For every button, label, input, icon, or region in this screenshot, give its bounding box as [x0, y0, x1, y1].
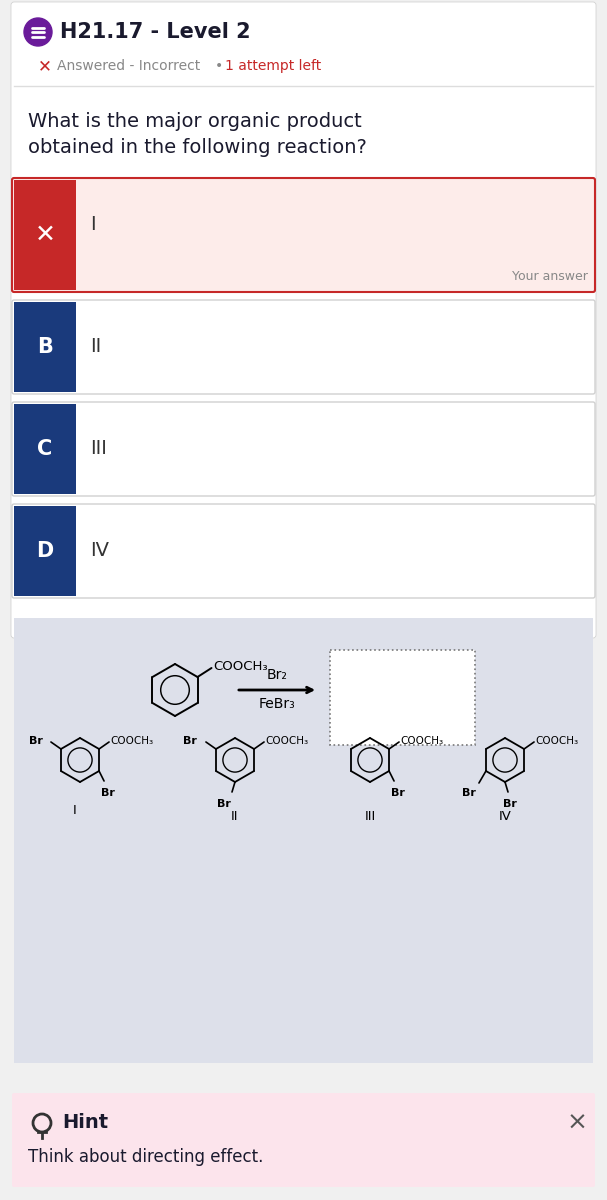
Text: 1 attempt left: 1 attempt left — [225, 59, 321, 73]
FancyBboxPatch shape — [12, 504, 595, 598]
Text: IV: IV — [90, 541, 109, 560]
Bar — [14, 180, 76, 290]
Bar — [14, 618, 593, 1063]
Text: II: II — [231, 810, 239, 823]
Text: III: III — [90, 439, 107, 458]
Text: Br: Br — [462, 788, 476, 798]
Text: COOCH₃: COOCH₃ — [214, 660, 268, 673]
FancyBboxPatch shape — [12, 178, 595, 292]
Text: Your answer: Your answer — [512, 270, 588, 282]
Text: •: • — [215, 59, 223, 73]
Circle shape — [24, 18, 52, 46]
Bar — [14, 404, 76, 494]
Text: obtained in the following reaction?: obtained in the following reaction? — [28, 138, 367, 157]
Text: FeBr₃: FeBr₃ — [259, 697, 296, 710]
Text: Br: Br — [391, 788, 405, 798]
Text: Hint: Hint — [62, 1114, 108, 1133]
Text: III: III — [364, 810, 376, 823]
Text: ✕: ✕ — [38, 56, 52, 74]
Text: COOCH₃: COOCH₃ — [110, 736, 153, 746]
Text: I: I — [90, 216, 96, 234]
Text: IV: IV — [498, 810, 512, 823]
Text: What is the major organic product: What is the major organic product — [28, 112, 362, 131]
Text: COOCH₃: COOCH₃ — [265, 736, 308, 746]
Text: ×: × — [567, 1111, 588, 1135]
FancyBboxPatch shape — [12, 1093, 595, 1187]
Text: Answered - Incorrect: Answered - Incorrect — [57, 59, 200, 73]
Text: Br: Br — [217, 799, 231, 809]
FancyBboxPatch shape — [11, 2, 596, 638]
Text: H21.17 - Level 2: H21.17 - Level 2 — [60, 22, 251, 42]
Text: Br: Br — [29, 736, 43, 746]
Text: Br: Br — [183, 736, 197, 746]
Bar — [14, 302, 76, 392]
Text: ✕: ✕ — [35, 223, 55, 247]
Text: C: C — [38, 439, 53, 458]
Text: D: D — [36, 541, 53, 560]
Text: COOCH₃: COOCH₃ — [535, 736, 578, 746]
FancyBboxPatch shape — [12, 402, 595, 496]
Text: II: II — [90, 337, 101, 356]
FancyBboxPatch shape — [12, 300, 595, 394]
Text: Br₂: Br₂ — [266, 668, 288, 682]
Text: Br: Br — [101, 788, 115, 798]
Text: I: I — [73, 804, 77, 816]
Bar — [330, 650, 475, 745]
Text: B: B — [37, 337, 53, 358]
Text: COOCH₃: COOCH₃ — [400, 736, 443, 746]
Text: Think about directing effect.: Think about directing effect. — [28, 1148, 263, 1166]
Text: Br: Br — [503, 799, 517, 809]
Bar — [14, 506, 76, 596]
